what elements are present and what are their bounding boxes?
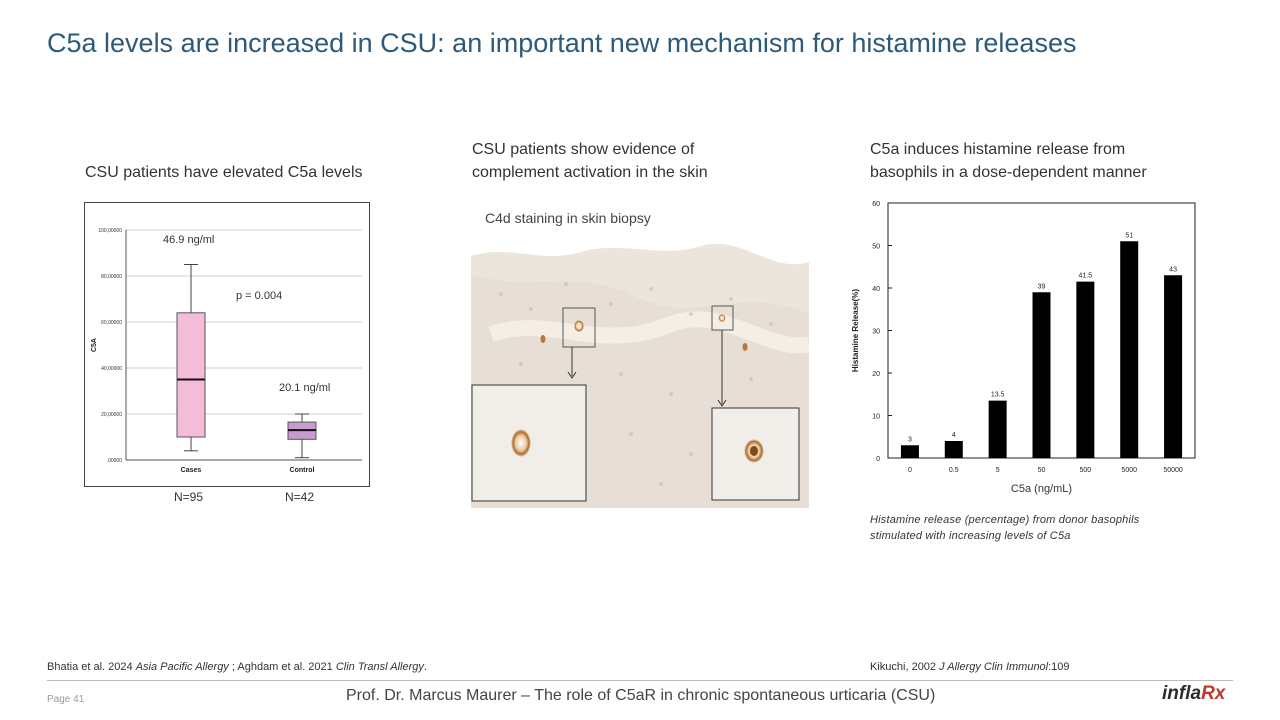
- boxplot-y-tick-label: 100,00000: [98, 228, 122, 234]
- middle-heading-line1: CSU patients show evidence of: [472, 141, 695, 158]
- n-cases-label: N=95: [174, 490, 204, 504]
- logo-text: infla: [1162, 683, 1202, 704]
- left-panel-heading: CSU patients have elevated C5a levels: [85, 164, 363, 181]
- bar: [1120, 241, 1139, 458]
- footer-title: Prof. Dr. Marcus Maurer – The role of C5…: [346, 687, 936, 704]
- p-value-annotation: p = 0.004: [236, 290, 283, 302]
- ref-right-suffix: :109: [1048, 661, 1070, 673]
- middle-panel-heading: CSU patients show evidence of complement…: [472, 138, 708, 184]
- bar-value-label: 43: [1169, 266, 1177, 273]
- page-number: Page 41: [47, 694, 85, 705]
- skin-image-label: C4d staining in skin biopsy: [485, 210, 651, 226]
- bar-y-axis-label: Histamine Release(%): [851, 289, 860, 372]
- skin-biopsy-illustration: [471, 204, 809, 508]
- bar-value-label: 39: [1038, 283, 1046, 290]
- boxplot-chart: .00000 20,00000 40,00000 60,00000 80,00000 10…: [91, 228, 362, 474]
- skin-biopsy-image: C4d staining in skin biopsy: [471, 204, 809, 508]
- bar-x-tick-label: 5: [996, 467, 1000, 474]
- inflarx-logo: inflaRx: [1162, 683, 1225, 705]
- ref-right-prefix: Kikuchi, 2002: [870, 661, 940, 673]
- middle-heading-line2: complement activation in the skin: [472, 164, 708, 181]
- right-heading-line2: basophils in a dose-dependent manner: [870, 164, 1147, 181]
- reference-left: Bhatia et al. 2024 Asia Pacific Allergy …: [47, 661, 427, 673]
- bar: [944, 441, 963, 458]
- boxplot-box: [176, 312, 206, 438]
- bar-x-tick-label: 0: [908, 467, 912, 474]
- bar-x-tick-label: 50000: [1163, 467, 1183, 474]
- ref-left-journal2: Clin Transl Allergy: [335, 661, 424, 673]
- bar-x-tick-label: 500: [1080, 467, 1092, 474]
- boxplot-y-tick-label: 40,00000: [101, 366, 122, 372]
- bar: [988, 400, 1007, 458]
- right-heading-line1: C5a induces histamine release from: [870, 141, 1126, 158]
- bar-y-tick-label: 30: [872, 329, 880, 336]
- cases-mean-annotation: 46.9 ng/ml: [163, 234, 215, 246]
- boxplot-y-tick-label: .00000: [107, 458, 123, 464]
- ref-right-journal: J Allergy Clin Immunol: [939, 661, 1049, 673]
- bar-value-label: 4: [952, 432, 956, 439]
- figure-caption: Histamine release (percentage) from dono…: [870, 512, 1200, 544]
- ref-left-mid: ; Aghdam et al. 2021: [228, 661, 336, 673]
- slide-title: C5a levels are increased in CSU: an impo…: [47, 28, 1077, 58]
- bar-x-axis-label: C5a (ng/mL): [1011, 483, 1072, 495]
- bar: [1164, 275, 1183, 458]
- caption-line1: Histamine release (percentage) from dono…: [870, 514, 1140, 526]
- ref-left-journal1: Asia Pacific Allergy: [135, 661, 229, 673]
- bar: [1076, 281, 1095, 458]
- control-mean-annotation: 20.1 ng/ml: [279, 382, 331, 394]
- bar-y-tick-label: 20: [872, 371, 880, 378]
- boxplot-y-tick-label: 20,00000: [101, 412, 122, 418]
- caption-line2: stimulated with increasing levels of C5a: [870, 530, 1071, 542]
- bar-x-tick-label: 5000: [1121, 467, 1137, 474]
- bar-y-tick-label: 40: [872, 286, 880, 293]
- bar-y-tick-label: 10: [872, 414, 880, 421]
- bar-y-tick-label: 60: [872, 201, 880, 208]
- ref-left-prefix: Bhatia et al. 2024: [47, 661, 136, 673]
- bar-y-tick-label: 50: [872, 244, 880, 251]
- bar-x-tick-label: 0.5: [949, 467, 959, 474]
- bar-y-tick-label: 0: [876, 456, 880, 463]
- bar-value-label: 3: [908, 436, 912, 443]
- boxplot-category-label: Cases: [181, 467, 202, 474]
- bar: [1032, 292, 1051, 458]
- ref-left-suffix: .: [423, 661, 427, 673]
- bar-x-tick-label: 50: [1038, 467, 1046, 474]
- boxplot-y-tick-label: 60,00000: [101, 320, 122, 326]
- bar-value-label: 41.5: [1079, 273, 1093, 280]
- boxplot-y-axis-label: C5A: [91, 338, 98, 352]
- reference-right: Kikuchi, 2002 J Allergy Clin Immunol:109: [870, 661, 1070, 673]
- boxplot-category-label: Control: [290, 467, 315, 474]
- logo-rx: Rx: [1201, 683, 1226, 704]
- right-panel-heading: C5a induces histamine release from basop…: [870, 138, 1147, 184]
- bar-value-label: 51: [1125, 232, 1133, 239]
- boxplot-frame: [84, 202, 370, 487]
- footer-divider: [47, 680, 1233, 681]
- bar: [900, 445, 919, 458]
- n-control-label: N=42: [285, 490, 315, 504]
- bar-value-label: 13.5: [991, 392, 1005, 399]
- boxplot-y-tick-label: 80,00000: [101, 274, 122, 280]
